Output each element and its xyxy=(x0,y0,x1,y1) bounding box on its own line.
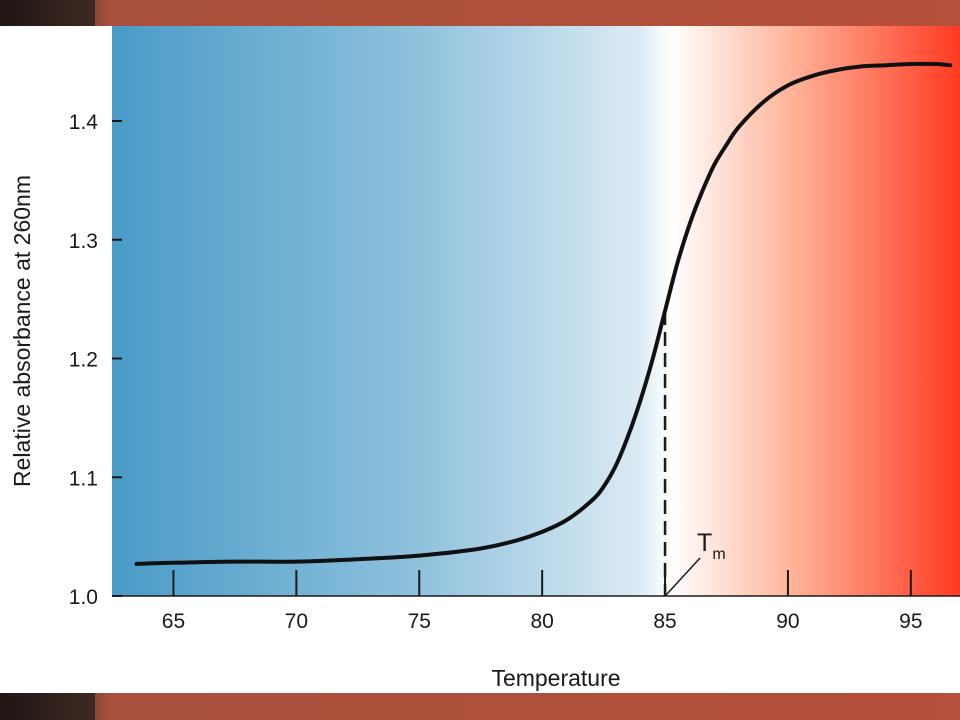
melting-curve-chart: 65 70 75 80 85 90 95 1.0 1.1 1.2 1.3 1.4 Tm Temper… xyxy=(9,26,960,691)
y-tick-label: 1.1 xyxy=(69,467,98,490)
x-tick-label: 85 xyxy=(653,610,676,633)
x-tick-label: 95 xyxy=(899,610,922,633)
x-axis-ticks: 65 70 75 80 85 90 95 xyxy=(162,570,923,633)
plot-background xyxy=(112,26,960,596)
x-tick-label: 75 xyxy=(408,610,431,633)
tm-annotation: Tm xyxy=(697,529,726,563)
tm-annotation-subscript: m xyxy=(712,546,725,563)
y-axis-ticks: 1.0 1.1 1.2 1.3 1.4 xyxy=(69,111,122,609)
tm-annotation-main: T xyxy=(697,529,712,557)
y-tick-label: 1.4 xyxy=(69,111,99,134)
x-tick-label: 65 xyxy=(162,610,185,633)
y-axis-title: Relative absorbance at 260nm xyxy=(9,175,35,487)
bottom-band-dark-block xyxy=(0,693,95,720)
absorbance-curve xyxy=(134,61,953,566)
x-axis-title: Temperature xyxy=(491,665,620,691)
x-tick-label: 90 xyxy=(776,610,799,633)
x-tick-label: 80 xyxy=(530,610,553,633)
x-tick-label: 70 xyxy=(285,610,308,633)
top-decorative-band xyxy=(0,0,960,26)
top-band-dark-block xyxy=(0,0,95,26)
bottom-decorative-band xyxy=(0,693,960,720)
tm-leader-line xyxy=(665,557,701,596)
y-tick-label: 1.3 xyxy=(69,230,98,253)
y-tick-label: 1.0 xyxy=(69,586,98,609)
y-tick-label: 1.2 xyxy=(69,349,98,372)
